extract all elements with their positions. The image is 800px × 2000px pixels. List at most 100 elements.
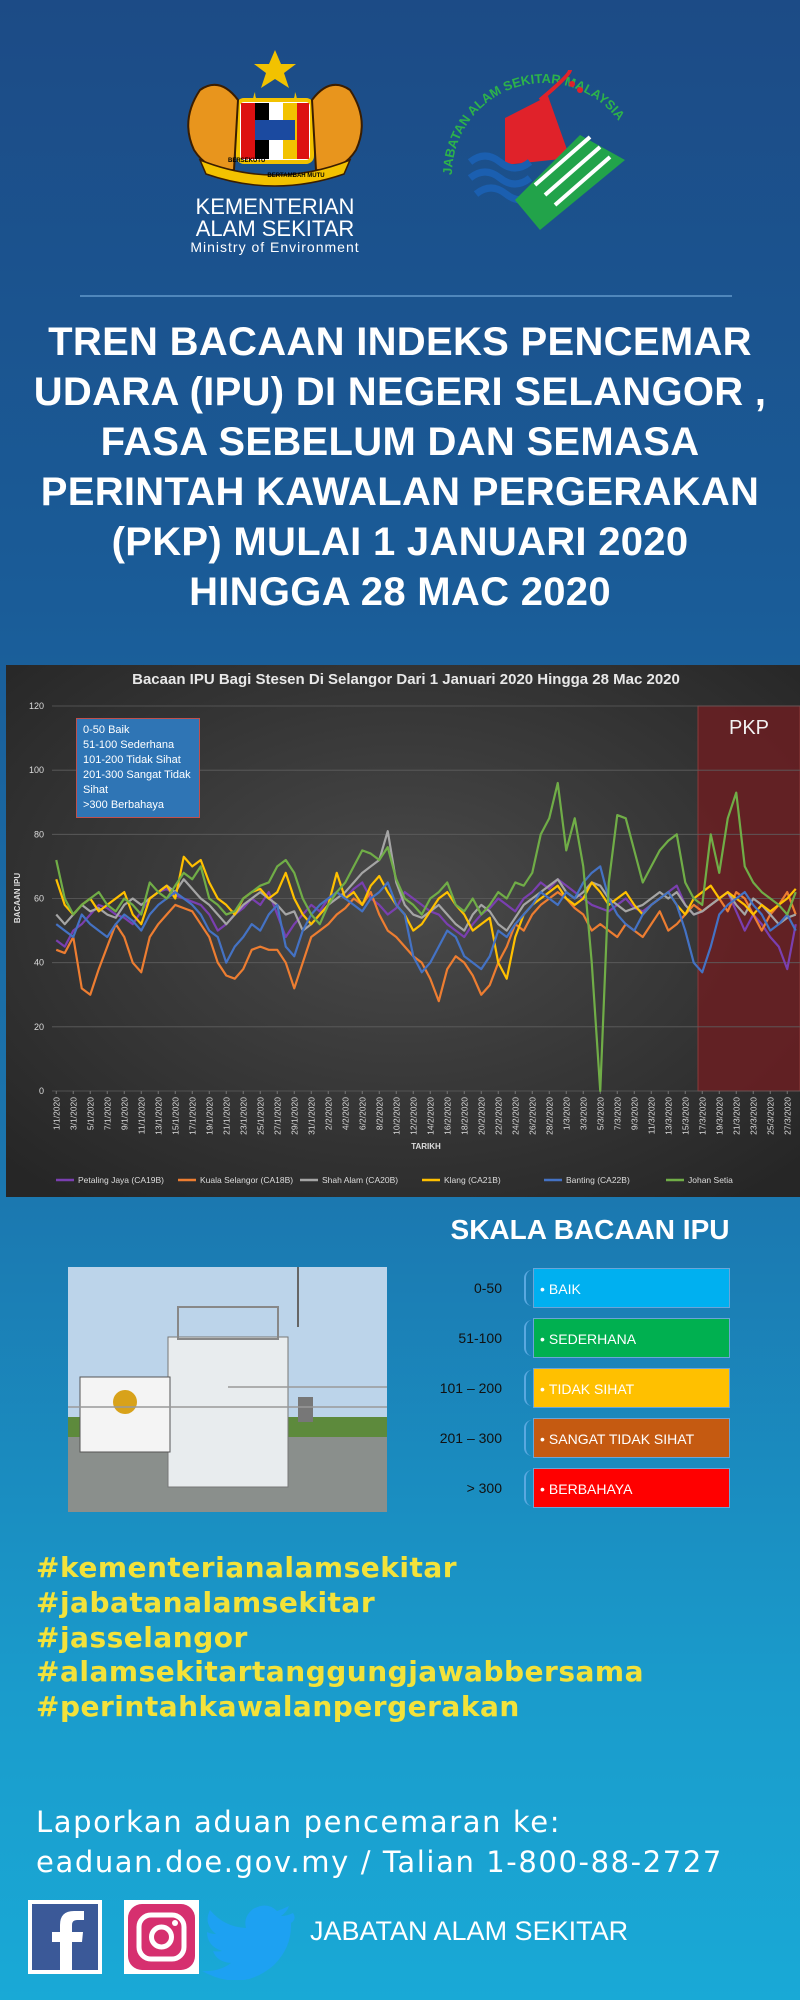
y-tick-label: 120 — [29, 701, 44, 711]
legend-label: Kuala Selangor (CA18B) — [200, 1175, 293, 1185]
x-tick-label: 23/1/2020 — [238, 1097, 248, 1135]
x-tick-label: 15/1/2020 — [170, 1097, 180, 1135]
x-tick-label: 29/1/2020 — [289, 1097, 299, 1135]
motto-left: BERSEKUTU — [228, 158, 265, 164]
ministry-line2: ALAM SEKITAR — [196, 216, 355, 241]
x-tick-label: 27/1/2020 — [272, 1097, 282, 1135]
scale-label: BAIK — [533, 1268, 730, 1308]
title-line: HINGGA 28 MAC 2020 — [189, 570, 611, 614]
title-line: (PKP) MULAI 1 JANUARI 2020 — [111, 520, 689, 564]
x-tick-label: 14/2/2020 — [425, 1097, 435, 1135]
legend-label: Petaling Jaya (CA19B) — [78, 1175, 164, 1185]
series-line — [55, 830, 797, 932]
ministry-english: Ministry of Environment — [190, 239, 359, 255]
scale-bracket — [524, 1270, 533, 1306]
x-tick-label: 17/3/2020 — [697, 1097, 707, 1135]
x-tick-label: 22/2/2020 — [493, 1097, 503, 1135]
chart-note-line: 51-100 Sederhana — [83, 739, 175, 751]
scale-label: BERBAHAYA — [533, 1468, 730, 1508]
instagram-icon[interactable] — [124, 1900, 199, 1974]
chart-note-line: >300 Berbahaya — [83, 799, 165, 811]
scale-label: SEDERHANA — [533, 1318, 730, 1358]
legend-label: Klang (CA21B) — [444, 1175, 501, 1185]
x-tick-label: 1/1/2020 — [51, 1097, 61, 1130]
x-tick-label: 18/2/2020 — [459, 1097, 469, 1135]
x-tick-label: 16/2/2020 — [442, 1097, 452, 1135]
x-tick-label: 5/3/2020 — [595, 1097, 605, 1130]
x-tick-label: 26/2/2020 — [527, 1097, 537, 1135]
title-line: UDARA (IPU) DI NEGERI SELANGOR , — [33, 370, 767, 414]
facebook-icon[interactable] — [28, 1900, 102, 1974]
x-tick-label: 15/3/2020 — [680, 1097, 690, 1135]
footer-text: JABATAN ALAM SEKITAR — [310, 1916, 628, 1946]
title-line: TREN BACAAN INDEKS PENCEMAR — [48, 320, 752, 364]
highlight-label: PKP — [729, 717, 769, 739]
x-tick-label: 25/3/2020 — [765, 1097, 775, 1135]
scale-bracket — [524, 1370, 533, 1406]
x-tick-label: 24/2/2020 — [510, 1097, 520, 1135]
chart-note-line: 201-300 Sangat Tidak Sihat — [83, 769, 191, 796]
x-tick-label: 17/1/2020 — [187, 1097, 197, 1135]
x-tick-label: 9/1/2020 — [119, 1097, 129, 1130]
x-tick-label: 5/1/2020 — [85, 1097, 95, 1130]
x-axis-label: TARIKH — [411, 1142, 441, 1151]
station-photo — [68, 1267, 387, 1512]
x-tick-label: 7/3/2020 — [612, 1097, 622, 1130]
scale-label: SANGAT TIDAK SIHAT — [533, 1418, 730, 1458]
scale-title: SKALA BACAAN IPU — [450, 1214, 730, 1245]
x-tick-label: 9/3/2020 — [629, 1097, 639, 1130]
x-tick-label: 2/2/2020 — [323, 1097, 333, 1130]
scale-bracket — [524, 1320, 533, 1356]
scale-range: > 300 — [466, 1480, 502, 1496]
scale-bracket — [524, 1420, 533, 1456]
x-tick-label: 3/3/2020 — [578, 1097, 588, 1130]
title-line: PERINTAH KAWALAN PERGERAKAN — [40, 470, 760, 514]
x-tick-label: 21/1/2020 — [221, 1097, 231, 1135]
chart-note-line: 0-50 Baik — [83, 724, 130, 736]
x-tick-label: 31/1/2020 — [306, 1097, 316, 1135]
social-icons: JABATAN ALAM SEKITAR — [28, 1900, 628, 1980]
hashtag: #jasselangor — [36, 1621, 248, 1654]
hashtag: #alamsekitartanggungjawabbersama — [36, 1655, 644, 1688]
scale-label: TIDAK SIHAT — [533, 1368, 730, 1408]
scale-range: 101 – 200 — [439, 1380, 502, 1396]
x-tick-label: 11/3/2020 — [646, 1097, 656, 1134]
hashtag: #kementerianalamsekitar — [36, 1551, 458, 1584]
x-tick-label: 7/1/2020 — [102, 1097, 112, 1130]
x-tick-label: 13/1/2020 — [153, 1097, 163, 1135]
y-tick-label: 100 — [29, 765, 44, 775]
chart-title: Bacaan IPU Bagi Stesen Di Selangor Dari … — [132, 671, 680, 688]
y-tick-label: 80 — [34, 829, 44, 839]
x-tick-label: 19/1/2020 — [204, 1097, 214, 1135]
y-axis-label: BACAAN IPU — [13, 873, 22, 923]
coat-of-arms: BERSEKUTU BERTAMBAH MUTU — [187, 50, 363, 187]
scale-bracket — [524, 1470, 533, 1506]
y-tick-label: 60 — [34, 894, 44, 904]
ministry-line1: KEMENTERIAN — [196, 194, 355, 219]
x-tick-label: 11/1/2020 — [136, 1097, 146, 1134]
x-tick-label: 27/3/2020 — [782, 1097, 792, 1135]
x-tick-label: 3/1/2020 — [68, 1097, 78, 1130]
jas-logo: JABATAN ALAM SEKITAR MALAYSIA — [440, 69, 628, 230]
series-line — [55, 865, 797, 974]
report-line: eaduan.doe.gov.my / Talian 1-800-88-2727 — [36, 1845, 723, 1879]
motto-right: BERTAMBAH MUTU — [267, 173, 324, 179]
x-tick-label: 1/3/2020 — [561, 1097, 571, 1130]
x-tick-label: 12/2/2020 — [408, 1097, 418, 1135]
twitter-icon[interactable] — [202, 1905, 295, 1980]
chart-note-line: 101-200 Tidak Sihat — [83, 754, 181, 766]
x-tick-label: 28/2/2020 — [544, 1097, 554, 1135]
x-tick-label: 25/1/2020 — [255, 1097, 265, 1135]
series-line — [55, 781, 797, 1093]
hashtag: #jabatanalamsekitar — [36, 1586, 376, 1619]
x-tick-label: 21/3/2020 — [731, 1097, 741, 1135]
x-tick-label: 13/3/2020 — [663, 1097, 673, 1135]
y-tick-label: 0 — [39, 1086, 44, 1096]
title-line: FASA SEBELUM DAN SEMASA — [100, 420, 700, 464]
x-tick-label: 10/2/2020 — [391, 1097, 401, 1135]
report-line: Laporkan aduan pencemaran ke: — [36, 1805, 562, 1839]
x-tick-label: 20/2/2020 — [476, 1097, 486, 1135]
x-tick-label: 23/3/2020 — [748, 1097, 758, 1135]
scale-range: 51-100 — [458, 1330, 502, 1346]
chart-note: 0-50 Baik 51-100 Sederhana 101-200 Tidak S… — [76, 718, 200, 818]
